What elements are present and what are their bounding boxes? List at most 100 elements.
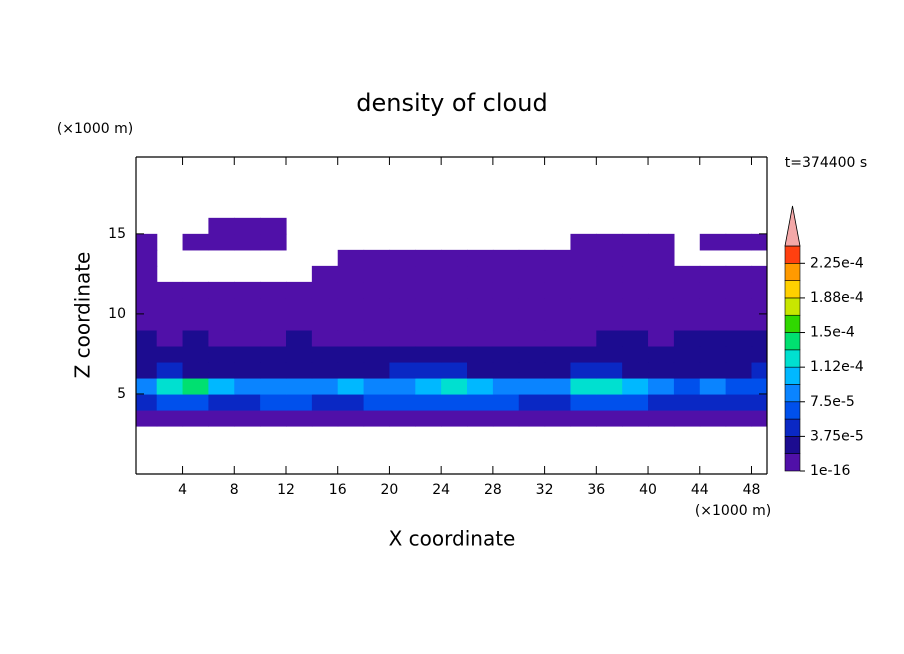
colorbar-box: [784, 297, 801, 316]
contour-cell: [389, 281, 416, 299]
contour-cell: [518, 297, 546, 315]
contour-cell: [441, 409, 468, 427]
contour-cell: [136, 345, 158, 363]
contour-cell: [285, 297, 313, 315]
contour-cell: [673, 393, 701, 411]
contour-cell: [441, 345, 468, 363]
contour-cell: [570, 281, 597, 299]
contour-cell: [699, 377, 727, 395]
contour-cell: [363, 265, 391, 283]
colorbar-box: [784, 314, 801, 333]
x-tick-label: 36: [587, 482, 605, 498]
contour-cell: [156, 297, 184, 315]
contour-cell: [389, 345, 416, 363]
contour-cell: [441, 377, 468, 395]
contour-cell: [136, 409, 158, 427]
contour-cell: [389, 297, 416, 315]
contour-cell: [699, 393, 727, 411]
contour-cell: [725, 313, 753, 331]
contour-cell: [648, 361, 675, 379]
contour-cell: [648, 265, 675, 283]
contour-cell: [415, 393, 442, 411]
contour-cell: [570, 233, 597, 251]
contour-cell: [544, 345, 572, 363]
contour-cell: [751, 377, 767, 395]
contour-cell: [622, 281, 649, 299]
contour-cell: [415, 345, 442, 363]
contour-cell: [699, 297, 727, 315]
contour-cell: [441, 265, 468, 283]
contour-cell: [136, 249, 158, 267]
contour-cell: [570, 313, 597, 331]
contour-cell: [467, 393, 494, 411]
contour-cell: [725, 345, 753, 363]
contour-cell: [389, 409, 416, 427]
contour-cell: [596, 377, 623, 395]
contour-cell: [337, 361, 365, 379]
plot-frame: [135, 156, 768, 475]
contour-cell: [337, 249, 365, 267]
contour-cell: [699, 329, 727, 347]
contour-cell: [596, 329, 623, 347]
x-tick-label: 16: [329, 482, 347, 498]
contour-cell: [622, 409, 649, 427]
contour-cell: [751, 265, 767, 283]
contour-cell: [570, 249, 597, 267]
contour-cell: [492, 393, 520, 411]
contour-cell: [311, 345, 339, 363]
contour-cell: [596, 345, 623, 363]
contour-cell: [596, 313, 623, 331]
contour-cell: [234, 345, 261, 363]
contour-cell: [648, 377, 675, 395]
contour-cell: [156, 281, 184, 299]
contour-cell: [311, 377, 339, 395]
contour-cell: [673, 361, 701, 379]
contour-cell: [208, 377, 235, 395]
contour-cell: [751, 409, 767, 427]
contour-cell: [337, 281, 365, 299]
contour-cell: [492, 249, 520, 267]
contour-cell: [492, 313, 520, 331]
contour-cell: [337, 345, 365, 363]
contour-cell: [156, 377, 184, 395]
contour-cell: [415, 281, 442, 299]
y-unit: (×1000 m): [57, 121, 133, 137]
contour-cell: [751, 297, 767, 315]
contour-cell: [311, 393, 339, 411]
contour-cell: [337, 313, 365, 331]
contour-cell: [389, 265, 416, 283]
contour-cell: [596, 281, 623, 299]
x-tick-label: 48: [743, 482, 761, 498]
contour-cell: [518, 265, 546, 283]
contour-cell: [136, 361, 158, 379]
contour-cell: [208, 345, 235, 363]
contour-cell: [751, 313, 767, 331]
contour-cell: [622, 361, 649, 379]
contour-cell: [622, 233, 649, 251]
contour-cell: [234, 233, 261, 251]
contour-cell: [389, 393, 416, 411]
contour-cell: [596, 361, 623, 379]
contour-cell: [441, 313, 468, 331]
contour-cell: [234, 329, 261, 347]
contour-cell: [596, 409, 623, 427]
contour-cell: [518, 281, 546, 299]
contour-cell: [544, 249, 572, 267]
contour-cell: [544, 281, 572, 299]
contour-cell: [156, 345, 184, 363]
colorbar-tick-label: 2.25e-4: [810, 255, 864, 271]
x-tick-label: 28: [484, 482, 502, 498]
contour-cell: [260, 313, 287, 331]
contour-cell: [363, 297, 391, 315]
contour-cell: [260, 409, 287, 427]
contour-cell: [725, 393, 753, 411]
contour-cell: [467, 281, 494, 299]
contour-cell: [596, 297, 623, 315]
contour-cell: [260, 393, 287, 411]
contour-cell: [699, 265, 727, 283]
contour-cell: [467, 361, 494, 379]
contour-cell: [234, 393, 261, 411]
contour-cell: [648, 393, 675, 411]
x-tick-label: 44: [691, 482, 709, 498]
